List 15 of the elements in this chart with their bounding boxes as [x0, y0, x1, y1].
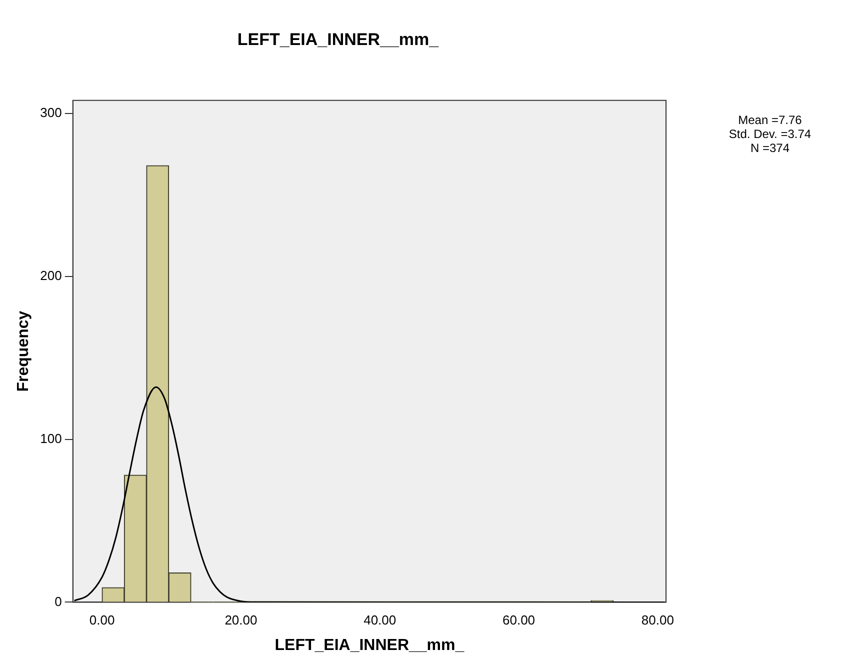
- text: Mean =7.76: [737, 113, 803, 127]
- x-tick-label: 80.00: [641, 612, 674, 628]
- chart-title: LEFT_EIA_INNER__mm_: [237, 30, 440, 49]
- y-tick-label: 100: [40, 430, 62, 446]
- text: N =374: [749, 141, 791, 155]
- x-tick-label: 20.00: [224, 612, 258, 628]
- x-tick-label: 40.00: [364, 612, 396, 628]
- x-axis-title: LEFT_EIA_INNER__mm_: [274, 636, 466, 654]
- x-tick-label: 60.00: [502, 612, 536, 628]
- x-tick-label: 0.00: [89, 612, 115, 628]
- y-tick-label: 200: [40, 268, 62, 283]
- text: Std. Dev. =3.74: [728, 127, 812, 141]
- y-tick-label: 0: [54, 594, 62, 609]
- y-tick-label: 300: [40, 105, 62, 120]
- y-axis-title: Frequency: [15, 310, 32, 392]
